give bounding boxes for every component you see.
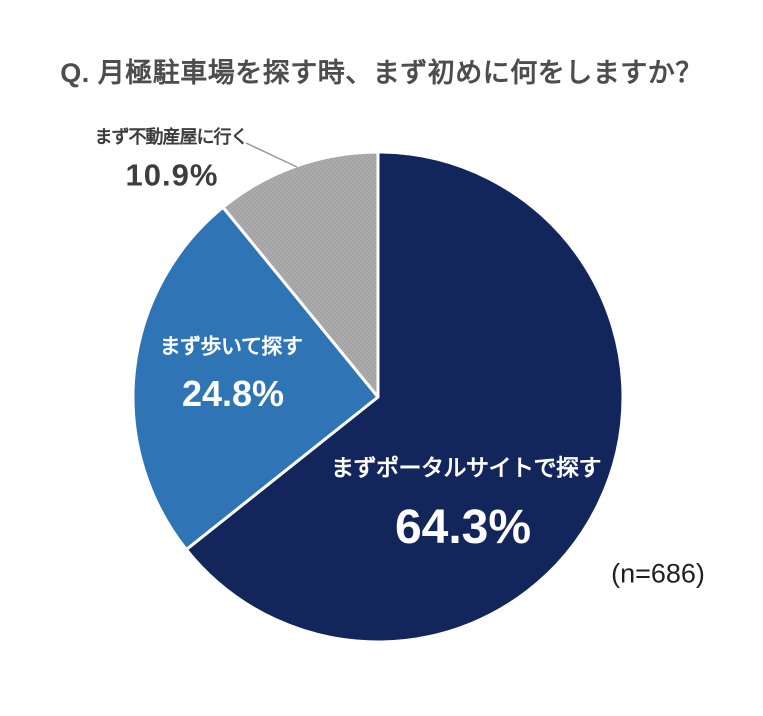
slice-value-walk-search: 24.8% — [181, 373, 285, 414]
slice-label-walk-search: まず歩いて探す — [159, 335, 303, 359]
slice-label-real-estate-agency: まず不動産屋に行く — [94, 127, 249, 147]
pie-slice-walk-search — [131, 205, 380, 552]
leader-line — [245, 142, 298, 168]
slice-value-real-estate-agency: 10.9% — [125, 157, 219, 193]
sample-size-annotation: (n=686) — [611, 558, 705, 589]
pie-slice-portal-site — [184, 150, 625, 644]
chart-title: Q. 月極駐車場を探す時、まず初めに何をしますか？ — [60, 58, 703, 88]
slice-label-portal-site: まずポータルサイトで探す — [331, 454, 602, 481]
slice-value-portal-site: 64.3% — [394, 501, 532, 554]
